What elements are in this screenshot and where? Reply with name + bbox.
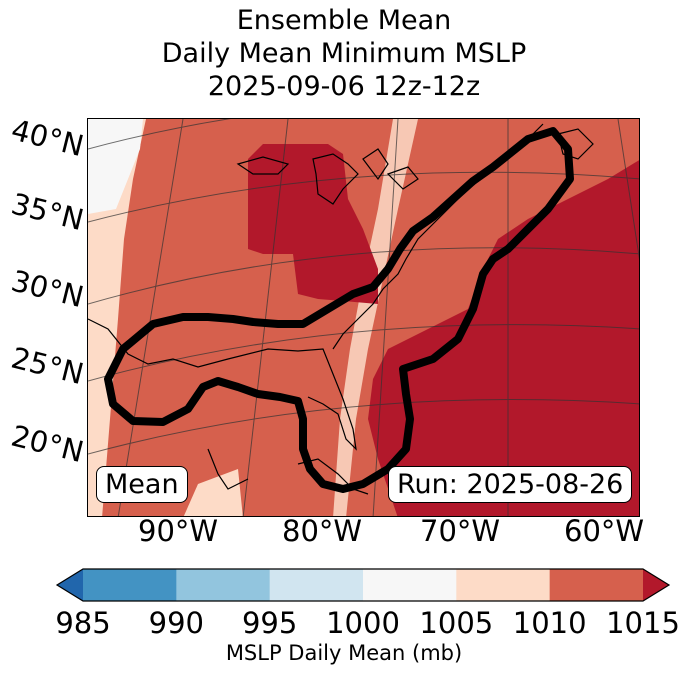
mslp-field-coastal-strip <box>333 119 418 516</box>
lon-label-70w: 70°W <box>420 514 501 548</box>
mslp-field-995-1000 <box>88 119 143 214</box>
colorbar-segment-995 <box>269 569 364 601</box>
colorbar-outline <box>55 568 671 602</box>
lat-label-20: 20°N <box>7 418 88 470</box>
coastlines <box>88 123 594 495</box>
colorbar <box>55 568 671 602</box>
colorbar-tick-1000: 1000 <box>326 606 400 640</box>
lon-label-90w: 90°W <box>138 514 219 548</box>
colorbar-segment-1005 <box>456 569 551 601</box>
run-date-box: Run: 2025-08-26 <box>388 466 633 503</box>
colorbar-tick-1015: 1015 <box>606 606 680 640</box>
map-canvas <box>88 119 639 516</box>
title-line-2: Daily Mean Minimum MSLP <box>161 38 527 69</box>
colorbar-extend-low <box>57 569 83 601</box>
colorbar-tick-1010: 1010 <box>512 606 587 640</box>
lat-label-40: 40°N <box>7 112 88 164</box>
lat-label-35: 35°N <box>7 186 88 238</box>
colorbar-tick-1005: 1005 <box>419 606 494 640</box>
colorbar-tick-985: 985 <box>55 606 111 640</box>
colorbar-tick-990: 990 <box>148 606 205 640</box>
mean-label-box: Mean <box>96 466 188 503</box>
colorbar-segment-1000 <box>363 569 457 601</box>
title-line-1: Ensemble Mean <box>236 5 452 36</box>
ensemble-outline-contour <box>104 127 574 493</box>
colorbar-label: MSLP Daily Mean (mb) <box>225 641 463 665</box>
lat-label-30: 30°N <box>7 263 88 315</box>
lon-label-60w: 60°W <box>564 514 645 548</box>
title-line-3: 2025-09-06 12z-12z <box>207 71 481 102</box>
lat-label-25: 25°N <box>7 340 88 392</box>
map-panel <box>87 118 640 517</box>
colorbar-extend-high <box>643 569 669 601</box>
graticule <box>88 119 639 516</box>
mslp-field-1000-1005-south <box>183 469 243 516</box>
lon-label-80w: 80°W <box>282 514 363 548</box>
colorbar-segment-1010 <box>549 569 644 601</box>
colorbar-segment-990 <box>176 569 271 601</box>
colorbar-segment-985 <box>83 569 177 601</box>
colorbar-tick-995: 995 <box>241 606 298 640</box>
